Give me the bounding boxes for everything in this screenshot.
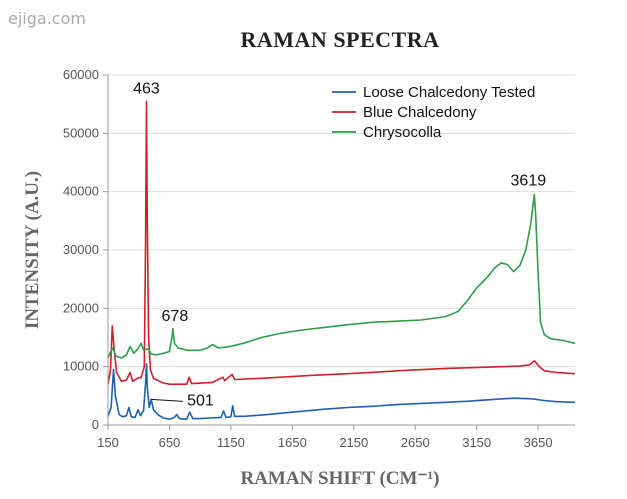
x-tick-label: 150 bbox=[97, 435, 119, 450]
x-tick-label: 2150 bbox=[339, 435, 368, 450]
series-lines bbox=[107, 100, 576, 420]
chart-title: Raman Spectra bbox=[241, 27, 440, 52]
axis-ticks: 0 10000 20000 30000 40000 50000 60000 150 650 115… bbox=[63, 67, 553, 450]
legend-label: Blue Chalcedony bbox=[363, 104, 477, 121]
y-tick-label: 50000 bbox=[63, 125, 99, 140]
peak-label: 463 bbox=[133, 80, 160, 97]
x-axis-title: Raman Shift (cm⁻¹) bbox=[240, 468, 439, 489]
peak-label: 678 bbox=[162, 308, 189, 325]
series-line-1 bbox=[107, 363, 576, 420]
series-line-2 bbox=[107, 100, 576, 385]
x-tick-label: 1150 bbox=[217, 435, 245, 450]
peak-label: 3619 bbox=[511, 173, 547, 190]
annotation-leader bbox=[151, 398, 184, 402]
x-tick-label: 1650 bbox=[278, 435, 307, 450]
y-tick-label: 30000 bbox=[63, 242, 99, 257]
watermark-text: ejiga.com bbox=[8, 9, 86, 28]
x-tick-label: 3150 bbox=[462, 435, 491, 450]
y-tick-label: 0 bbox=[92, 417, 99, 432]
y-tick-label: 20000 bbox=[63, 300, 99, 315]
y-tick-label: 10000 bbox=[63, 359, 99, 374]
legend-label: Chrysocolla bbox=[363, 124, 442, 141]
x-tick-label: 3650 bbox=[524, 435, 553, 450]
legend: Loose Chalcedony Tested Blue Chalcedony Ch… bbox=[332, 84, 535, 141]
series-line-3 bbox=[107, 193, 576, 359]
x-tick-label: 2650 bbox=[401, 435, 430, 450]
x-tick-label: 650 bbox=[159, 435, 181, 450]
legend-label: Loose Chalcedony Tested bbox=[363, 84, 535, 101]
y-gridlines bbox=[108, 74, 575, 426]
y-axis-title: Intensity (a.u.) bbox=[22, 171, 43, 329]
peak-annotations: 463 678 501 3619 bbox=[133, 80, 546, 409]
peak-label: 501 bbox=[187, 392, 214, 409]
y-tick-label: 60000 bbox=[63, 67, 99, 82]
y-tick-label: 40000 bbox=[63, 184, 99, 199]
